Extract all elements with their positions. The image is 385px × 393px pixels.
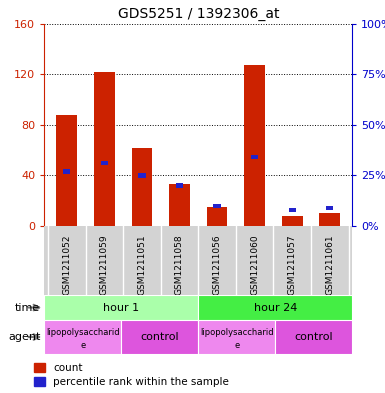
Bar	[63, 169, 70, 174]
Legend: count, percentile rank within the sample: count, percentile rank within the sample	[30, 359, 233, 391]
Bar	[44, 295, 198, 320]
Text: lipopolysaccharid: lipopolysaccharid	[46, 329, 120, 338]
Text: time: time	[15, 303, 40, 312]
Bar	[207, 207, 228, 226]
Text: GSM1211061: GSM1211061	[325, 234, 334, 295]
Text: agent: agent	[8, 332, 40, 342]
Text: GSM1211059: GSM1211059	[100, 234, 109, 295]
Text: hour 24: hour 24	[254, 303, 297, 312]
Bar	[326, 206, 333, 210]
Bar	[57, 115, 77, 226]
Text: e: e	[80, 341, 85, 350]
Text: control: control	[295, 332, 333, 342]
Text: GSM1211058: GSM1211058	[175, 234, 184, 295]
Text: GSM1211060: GSM1211060	[250, 234, 259, 295]
Text: hour 1: hour 1	[103, 303, 139, 312]
Text: GSM1211056: GSM1211056	[213, 234, 221, 295]
Bar	[244, 65, 265, 226]
Bar	[101, 161, 108, 165]
Text: e: e	[234, 341, 239, 350]
Bar	[275, 320, 352, 354]
Text: control: control	[141, 332, 179, 342]
Bar	[121, 320, 198, 354]
Bar	[198, 320, 275, 354]
Bar	[289, 208, 296, 212]
Bar	[44, 320, 121, 354]
Bar	[251, 155, 258, 160]
Bar	[282, 216, 303, 226]
Text: lipopolysaccharid: lipopolysaccharid	[200, 329, 274, 338]
Text: GSM1211052: GSM1211052	[62, 234, 71, 295]
Bar	[176, 183, 183, 188]
Bar	[213, 204, 221, 208]
Title: GDS5251 / 1392306_at: GDS5251 / 1392306_at	[117, 7, 279, 21]
Bar	[138, 173, 146, 178]
Bar	[44, 226, 352, 295]
Text: GSM1211057: GSM1211057	[288, 234, 297, 295]
Text: GSM1211051: GSM1211051	[137, 234, 146, 295]
Bar	[198, 295, 352, 320]
Bar	[169, 184, 190, 226]
Bar	[320, 213, 340, 226]
Bar	[94, 72, 115, 226]
Bar	[132, 147, 152, 226]
